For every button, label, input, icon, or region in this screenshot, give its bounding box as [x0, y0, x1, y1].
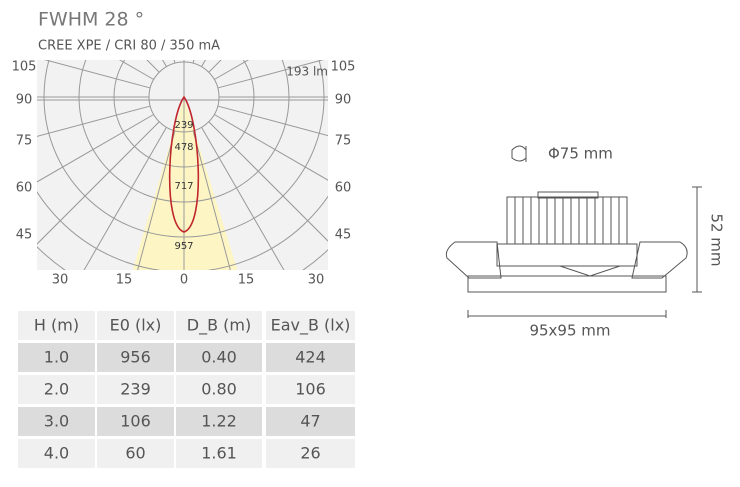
diameter-label: Φ75 mm: [548, 145, 613, 163]
table-cell: [97, 439, 174, 468]
polar-labels: 105 90 75 60 45 105 90 75 60 45 30 15 0 15 30 239 478 717…: [12, 60, 356, 288]
table-cell: [266, 343, 355, 372]
table-text: 2.0: [44, 380, 69, 399]
table-text: 0.40: [201, 348, 237, 367]
width-label: 95x95 mm: [529, 322, 610, 340]
grid-ray: [37, 114, 154, 183]
angle-label: 75: [16, 134, 33, 149]
table-cell: [97, 343, 174, 372]
led-top: [537, 191, 599, 199]
polar-grid: [37, 60, 328, 270]
grid-ray: [137, 130, 176, 270]
angle-label: 60: [335, 181, 352, 196]
grid-ray: [201, 127, 285, 270]
bottom-label: 30: [308, 273, 325, 288]
flux-label: 193 lm: [286, 65, 328, 79]
table-cell: [18, 407, 95, 436]
body: [496, 243, 638, 267]
ring-label: 957: [174, 241, 193, 252]
angle-label: 105: [331, 60, 356, 75]
right-clip: [559, 241, 688, 279]
table-cell: [176, 311, 262, 340]
bottom-label: 30: [52, 273, 69, 288]
ring-label: 717: [174, 181, 193, 192]
table-cell: [97, 311, 174, 340]
intensity-curve: [168, 95, 200, 233]
table-text: 26: [300, 444, 320, 463]
table-text: H (m): [34, 316, 79, 335]
table-text: 0.80: [201, 380, 237, 399]
table-text: 424: [295, 348, 326, 367]
left-clip: [445, 241, 502, 279]
table-cell: [176, 439, 262, 468]
table-text: Eav_B (lx): [271, 316, 351, 336]
table-text: 60: [125, 444, 145, 463]
ring-label: 478: [174, 142, 193, 153]
angle-label: 90: [335, 93, 352, 108]
product-drawing: [445, 145, 702, 318]
table-cell: [176, 407, 262, 436]
grid-ray: [192, 60, 195, 64]
table-cell: [266, 407, 355, 436]
table-cell: [97, 407, 174, 436]
grid-ray: [37, 105, 151, 137]
table-cell: [176, 375, 262, 404]
grid-ray: [201, 60, 206, 67]
grid-ray: [214, 114, 328, 181]
table-text: 106: [295, 380, 326, 399]
rotate-icon: [511, 145, 527, 162]
width-dim: [467, 310, 667, 318]
bottom-label: 15: [238, 273, 255, 288]
table-text: 47: [300, 412, 320, 431]
grid-ray: [83, 127, 167, 270]
table-text: 239: [120, 380, 151, 399]
angle-label: 75: [335, 134, 352, 149]
angle-label: 105: [12, 60, 37, 75]
table-text: E0 (lx): [110, 316, 162, 335]
table-text: 1.61: [201, 444, 237, 463]
grid-ray: [37, 121, 160, 245]
grid-ray: [43, 60, 151, 89]
table-cell: [18, 439, 95, 468]
grid-ray: [217, 105, 328, 137]
table-cell: [97, 375, 174, 404]
table-text: D_B (m): [187, 316, 251, 336]
table-cell: [176, 343, 262, 372]
table-cell: [266, 311, 355, 340]
grid-ray: [217, 60, 325, 89]
ring-label: 239: [174, 120, 193, 131]
height-dim: [692, 186, 702, 293]
table-text: 1.0: [44, 348, 69, 367]
table: H (m) E0 (lx) D_B (m) Eav_B (lx) 1.0 956 0.40 4…: [18, 311, 355, 468]
angle-label: 90: [16, 93, 33, 108]
angle-label: 60: [16, 181, 33, 196]
title: FWHM 28 °: [38, 9, 144, 31]
table-text: 1.22: [201, 412, 237, 431]
base-plate: [467, 275, 667, 293]
angle-label: 45: [335, 228, 352, 243]
table-cell: [266, 375, 355, 404]
table-cell: [266, 439, 355, 468]
grid-ray: [192, 130, 231, 270]
table-text: 4.0: [44, 444, 69, 463]
table-cell: [18, 375, 95, 404]
table-text: 956: [120, 348, 151, 367]
heatsink: [506, 196, 628, 245]
table-cell: [18, 343, 95, 372]
table-text: 3.0: [44, 412, 69, 431]
beam-cone: [132, 97, 238, 270]
grid-ray: [208, 121, 328, 242]
bottom-label: 15: [116, 273, 133, 288]
table-text: 106: [120, 412, 151, 431]
angle-label: 45: [16, 228, 33, 243]
height-label: 52 mm: [708, 213, 726, 266]
subtitle: CREE XPE / CRI 80 / 350 mA: [38, 39, 220, 54]
bottom-label: 0: [180, 273, 188, 288]
table-cell: [18, 311, 95, 340]
